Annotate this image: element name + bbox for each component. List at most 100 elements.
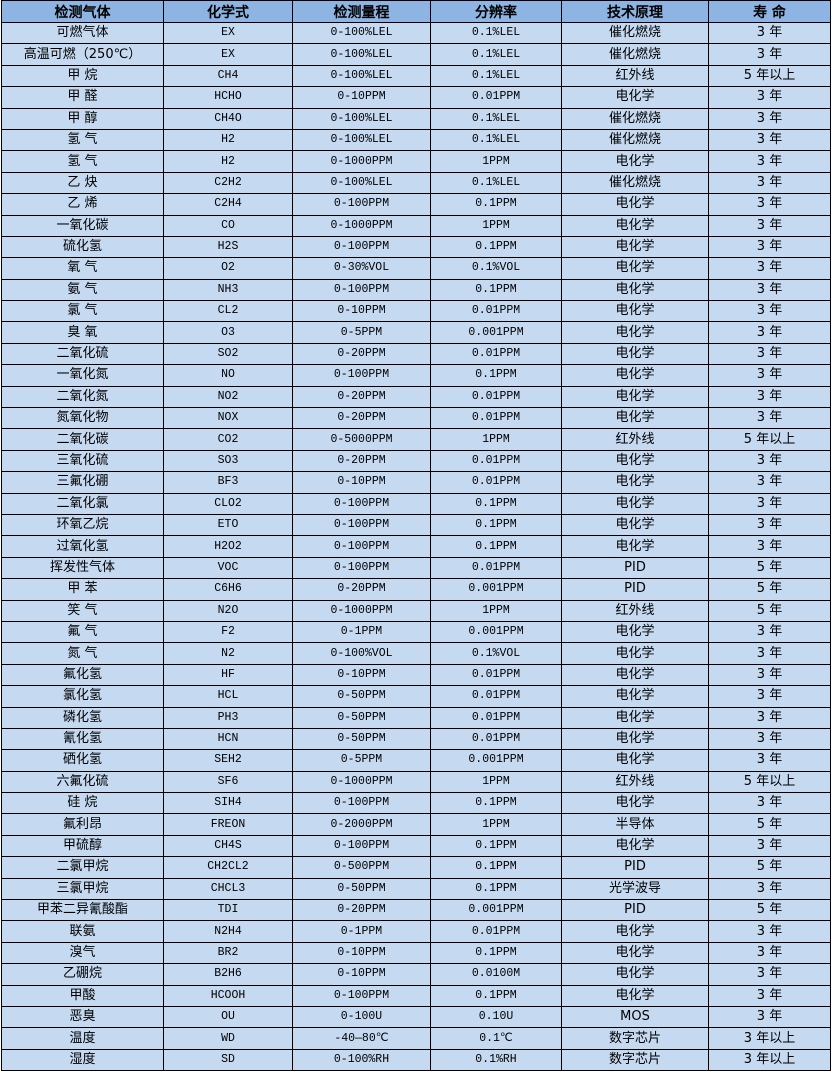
cell-principle: 电化学 <box>561 492 709 515</box>
cell-lifespan: 3 年 <box>708 407 831 430</box>
cell-formula: BR2 <box>163 941 293 965</box>
cell-gas: 甲 醛 <box>1 86 164 109</box>
cell-resolution: 0.01PPM <box>430 471 562 494</box>
cell-gas: 硅 烷 <box>1 792 164 815</box>
cell-lifespan: 3 年 <box>708 941 831 965</box>
cell-gas: 氮氧化物 <box>1 407 164 430</box>
cell-principle: 电化学 <box>561 407 709 430</box>
cell-gas: 可燃气体 <box>1 21 164 45</box>
cell-principle: 光学波导 <box>561 877 709 901</box>
cell-resolution: 0.01PPM <box>430 663 562 687</box>
cell-range: 0-1000PPM <box>292 770 431 794</box>
cell-lifespan: 3 年 <box>708 321 831 344</box>
cell-gas: 氰化氢 <box>1 727 164 751</box>
cell-principle: MOS <box>561 1005 709 1029</box>
cell-lifespan: 3 年 <box>708 834 831 858</box>
cell-gas: 联氨 <box>1 920 164 943</box>
cell-range: 0-10PPM <box>292 300 431 323</box>
table-row: 甲酸 HCOOH 0-100PPM 0.1PPM 电化学 3 年 <box>1 984 831 1007</box>
cell-lifespan: 3 年 <box>708 513 831 537</box>
cell-resolution: 0.01PPM <box>430 385 562 409</box>
cell-formula: H2 <box>163 128 293 152</box>
cell-resolution: 0.1%LEL <box>430 43 562 66</box>
cell-gas: 湿度 <box>1 1048 164 1072</box>
table-row: 溴气 BR2 0-10PPM 0.1PPM 电化学 3 年 <box>1 941 831 965</box>
cell-range: 0-1PPM <box>292 620 431 644</box>
cell-principle: 电化学 <box>561 86 709 109</box>
cell-formula: H2 <box>163 150 293 173</box>
cell-lifespan: 3 年 <box>708 620 831 644</box>
table-row: 氢 气 H2 0-1000PPM 1PPM 电化学 3 年 <box>1 150 831 173</box>
cell-resolution: 0.1PPM <box>430 513 562 537</box>
cell-range: 0-30%VOL <box>292 257 431 280</box>
cell-lifespan: 3 年 <box>708 535 831 558</box>
cell-lifespan: 3 年 <box>708 685 831 708</box>
table-row: 甲 烷 CH4 0-100%LEL 0.1%LEL 红外线 5 年以上 <box>1 64 831 88</box>
cell-lifespan: 3 年 <box>708 300 831 323</box>
table-row: 氟 气 F2 0-1PPM 0.001PPM 电化学 3 年 <box>1 620 831 644</box>
cell-resolution: 0.01PPM <box>430 86 562 109</box>
cell-range: 0-5PPM <box>292 321 431 344</box>
cell-gas: 挥发性气体 <box>1 556 164 580</box>
table-row: 乙硼烷 B2H6 0-10PPM 0.0100M 电化学 3 年 <box>1 963 831 986</box>
cell-lifespan: 3 年 <box>708 107 831 130</box>
table-row: 氰化氢 HCN 0-50PPM 0.01PPM 电化学 3 年 <box>1 727 831 751</box>
cell-lifespan: 3 年 <box>708 43 831 66</box>
table-row: 三氯甲烷 CHCL3 0-50PPM 0.1PPM 光学波导 3 年 <box>1 877 831 901</box>
cell-lifespan: 5 年以上 <box>708 64 831 88</box>
cell-formula: N2H4 <box>163 920 293 943</box>
cell-formula: NH3 <box>163 278 293 302</box>
cell-range: 0-10PPM <box>292 86 431 109</box>
cell-resolution: 0.1PPM <box>430 193 562 216</box>
cell-range: 0-50PPM <box>292 727 431 751</box>
cell-range: 0-100%LEL <box>292 107 431 130</box>
cell-range: 0-100%LEL <box>292 21 431 45</box>
cell-lifespan: 3 年 <box>708 449 831 473</box>
table-row: 氮氧化物 NOX 0-20PPM 0.01PPM 电化学 3 年 <box>1 407 831 430</box>
cell-lifespan: 5 年 <box>708 899 831 922</box>
table-row: 氮 气 N2 0-100%VOL 0.1%VOL 电化学 3 年 <box>1 642 831 665</box>
cell-range: 0-100%RH <box>292 1048 431 1072</box>
header-lifespan: 寿 命 <box>708 0 831 23</box>
cell-range: 0-1000PPM <box>292 150 431 173</box>
cell-principle: 红外线 <box>561 64 709 88</box>
cell-resolution: 0.1%VOL <box>430 642 562 665</box>
cell-resolution: 1PPM <box>430 770 562 794</box>
cell-gas: 乙 烯 <box>1 193 164 216</box>
cell-resolution: 0.1PPM <box>430 492 562 515</box>
cell-gas: 氨 气 <box>1 278 164 302</box>
cell-formula: F2 <box>163 620 293 644</box>
cell-principle: 催化燃烧 <box>561 21 709 45</box>
cell-principle: 电化学 <box>561 963 709 986</box>
cell-lifespan: 3 年以上 <box>708 1048 831 1072</box>
cell-principle: 电化学 <box>561 792 709 815</box>
cell-formula: C2H2 <box>163 171 293 195</box>
cell-resolution: 0.001PPM <box>430 749 562 772</box>
cell-resolution: 0.1PPM <box>430 535 562 558</box>
cell-range: 0-100PPM <box>292 513 431 537</box>
header-gas: 检测气体 <box>1 0 164 23</box>
cell-resolution: 1PPM <box>430 150 562 173</box>
cell-range: 0-10PPM <box>292 471 431 494</box>
cell-lifespan: 5 年 <box>708 599 831 622</box>
table-row: 温度 WD -40—80℃ 0.1℃ 数字芯片 3 年以上 <box>1 1027 831 1050</box>
cell-formula: SEH2 <box>163 749 293 772</box>
cell-lifespan: 3 年 <box>708 278 831 302</box>
cell-gas: 笑 气 <box>1 599 164 622</box>
table-row: 联氨 N2H4 0-1PPM 0.01PPM 电化学 3 年 <box>1 920 831 943</box>
table-row: 氟化氢 HF 0-10PPM 0.01PPM 电化学 3 年 <box>1 663 831 687</box>
table-row: 乙 烯 C2H4 0-100PPM 0.1PPM 电化学 3 年 <box>1 193 831 216</box>
cell-lifespan: 3 年 <box>708 235 831 259</box>
cell-resolution: 0.1%RH <box>430 1048 562 1072</box>
cell-principle: 催化燃烧 <box>561 107 709 130</box>
cell-lifespan: 5 年以上 <box>708 428 831 451</box>
table-row: 环氧乙烷 ETO 0-100PPM 0.1PPM 电化学 3 年 <box>1 513 831 537</box>
cell-resolution: 0.1%LEL <box>430 107 562 130</box>
cell-formula: C6H6 <box>163 578 293 601</box>
cell-principle: 电化学 <box>561 321 709 344</box>
cell-formula: N2 <box>163 642 293 665</box>
cell-lifespan: 3 年 <box>708 984 831 1007</box>
cell-resolution: 0.1℃ <box>430 1027 562 1050</box>
cell-lifespan: 3 年 <box>708 342 831 366</box>
cell-gas: 过氧化氢 <box>1 535 164 558</box>
